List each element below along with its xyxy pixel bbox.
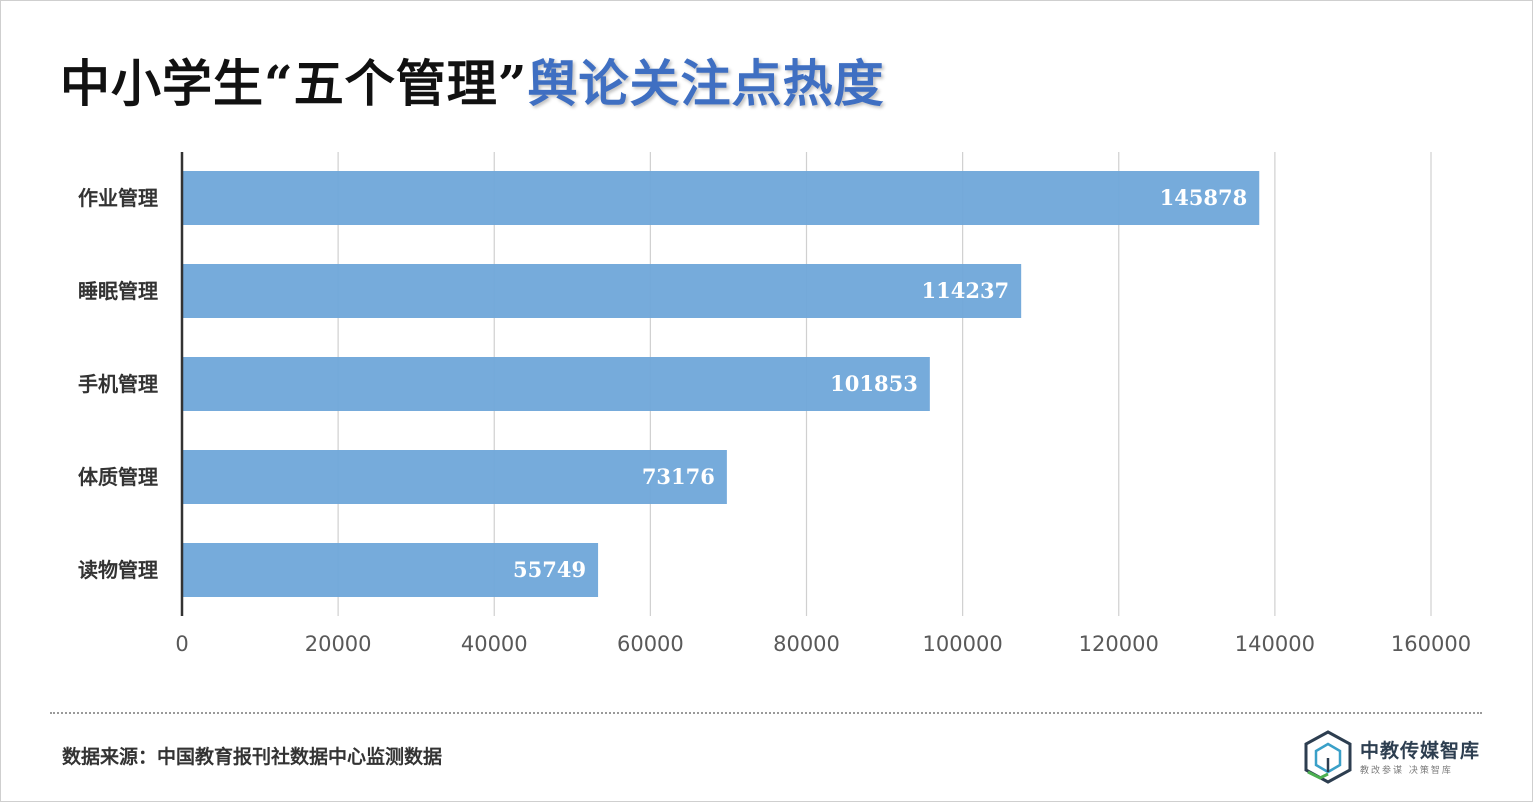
chart-title: 中小学生“五个管理”舆论关注点热度 [60,44,885,116]
brand-logo: 中教传媒智库 教改参谋 决策智库 [1302,728,1492,788]
bar [182,543,599,597]
x-tick-label: 40000 [461,632,528,656]
category-label: 作业管理 [78,186,158,210]
title-part-1: 中小学生“五个管理” [60,54,528,113]
bar-value-label: 114237 [922,278,1010,303]
bar-chart: 0 20000 40000 60000 80000 100000 120000 140000 1… [78,152,1471,656]
bar-value-label: 145878 [1160,185,1248,210]
logo-tagline: 教改参谋 决策智库 [1360,766,1453,776]
bar [182,171,1260,225]
category-label: 手机管理 [78,372,158,396]
cube-logo-icon [1304,730,1352,784]
bar [182,357,930,411]
category-label: 体质管理 [78,465,158,489]
x-tick-label: 120000 [1079,632,1159,656]
x-tick-label: 0 [175,632,188,656]
x-tick-label: 80000 [773,632,840,656]
x-tick-label: 160000 [1391,632,1471,656]
x-tick-label: 100000 [923,632,1003,656]
title-part-2: 舆论关注点热度 [527,54,885,113]
x-tick-label: 60000 [617,632,684,656]
bar-value-label: 73176 [642,464,715,489]
bar-value-label: 55749 [513,557,586,582]
x-tick-label: 20000 [305,632,372,656]
bar [182,450,727,504]
bar [182,264,1022,318]
footer-divider [50,712,1482,714]
logo-name: 中教传媒智库 [1360,740,1481,762]
source-note: 数据来源：中国教育报刊社数据中心监测数据 [62,746,443,768]
category-label: 睡眠管理 [78,279,158,303]
x-tick-label: 140000 [1235,632,1315,656]
category-label: 读物管理 [78,558,158,582]
bar-value-label: 101853 [830,371,918,396]
